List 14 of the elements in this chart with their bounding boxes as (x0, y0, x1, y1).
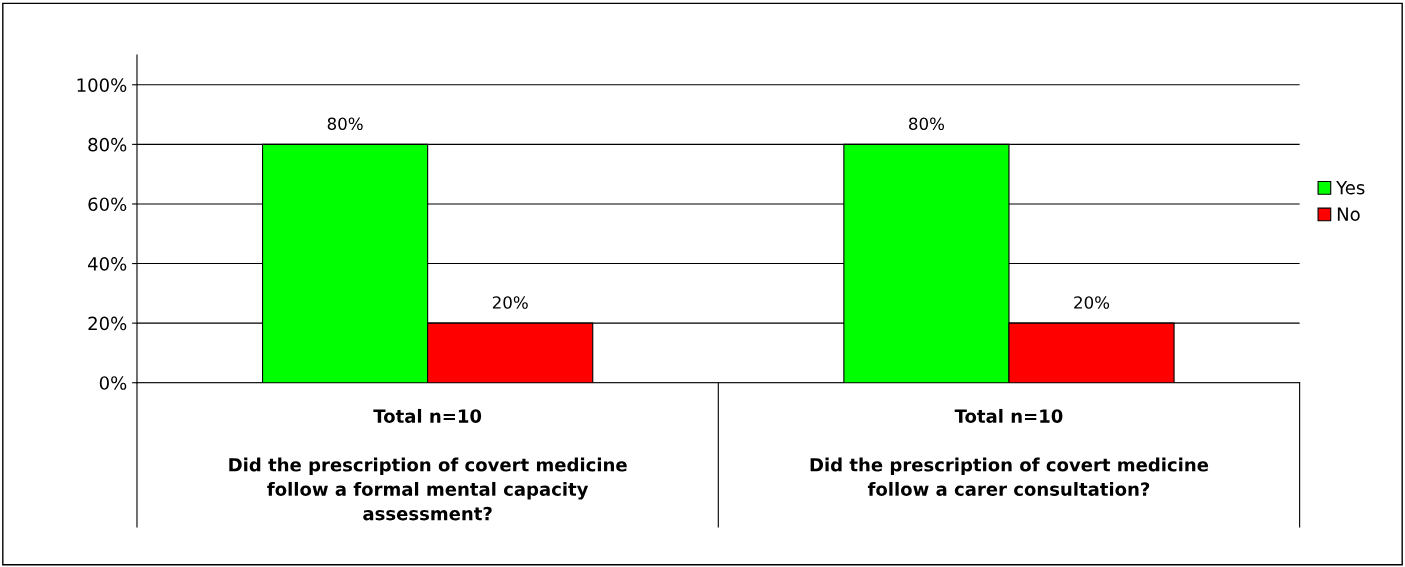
text: 20% (492, 296, 528, 309)
y-tick-label: 100% (77, 78, 127, 92)
category-label: Total n=10 Did the prescription of covert medicine follow a formal mental capacity assessment? (229, 408, 627, 521)
text: 80% (909, 117, 945, 131)
y-tick-label: 20% (88, 316, 127, 331)
y-tick-label: 0% (99, 376, 127, 390)
legend-label: Yes (1336, 181, 1365, 195)
y-tick-label: 40% (88, 257, 127, 271)
y-tick-label: 80% (88, 137, 127, 152)
y-tick-label: 60% (88, 197, 127, 212)
text: 20% (1074, 296, 1110, 309)
text: 80% (327, 117, 363, 131)
legend-label: No (1337, 207, 1360, 221)
category-label: Total n=10 Did the prescription of covert medicine follow a carer consultation? (810, 408, 1209, 496)
